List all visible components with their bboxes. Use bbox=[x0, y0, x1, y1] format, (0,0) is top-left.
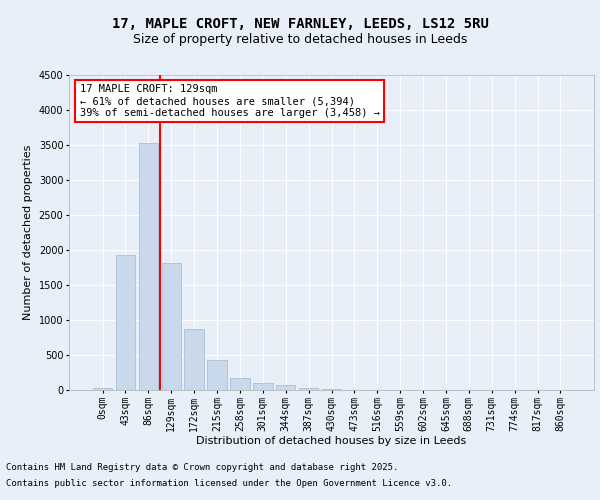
Text: Contains public sector information licensed under the Open Government Licence v3: Contains public sector information licen… bbox=[6, 478, 452, 488]
Bar bbox=[276, 385, 295, 390]
X-axis label: Distribution of detached houses by size in Leeds: Distribution of detached houses by size … bbox=[196, 436, 467, 446]
Bar bbox=[230, 378, 250, 390]
Text: 17, MAPLE CROFT, NEW FARNLEY, LEEDS, LS12 5RU: 17, MAPLE CROFT, NEW FARNLEY, LEEDS, LS1… bbox=[112, 18, 488, 32]
Bar bbox=[208, 360, 227, 390]
Bar bbox=[161, 262, 181, 390]
Text: Size of property relative to detached houses in Leeds: Size of property relative to detached ho… bbox=[133, 32, 467, 46]
Bar bbox=[139, 143, 158, 390]
Bar bbox=[184, 329, 204, 390]
Bar bbox=[253, 382, 272, 390]
Bar bbox=[322, 389, 341, 390]
Y-axis label: Number of detached properties: Number of detached properties bbox=[23, 145, 33, 320]
Text: Contains HM Land Registry data © Crown copyright and database right 2025.: Contains HM Land Registry data © Crown c… bbox=[6, 464, 398, 472]
Bar bbox=[93, 388, 112, 390]
Bar bbox=[116, 255, 135, 390]
Text: 17 MAPLE CROFT: 129sqm
← 61% of detached houses are smaller (5,394)
39% of semi-: 17 MAPLE CROFT: 129sqm ← 61% of detached… bbox=[79, 84, 380, 117]
Bar bbox=[299, 388, 319, 390]
